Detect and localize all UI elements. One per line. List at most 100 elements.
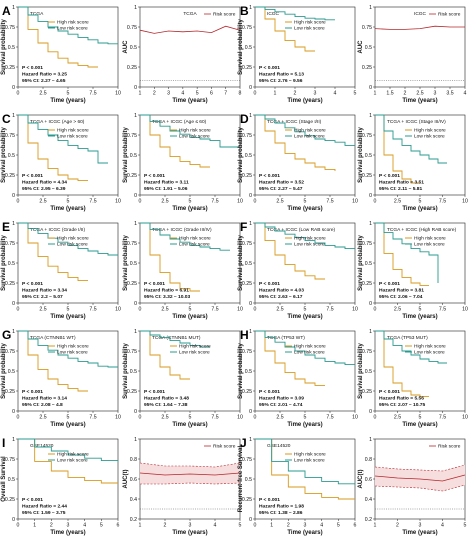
x-axis-label: Time (years)	[402, 206, 437, 212]
stat-line-3: 95% CI: 2.01 – 4.74	[259, 402, 303, 408]
km-curve-high-risk	[375, 330, 429, 398]
chart-g-left: TCGA (CTNNB1 WT) 0 2.5 5 7.5 10 0 0.25 0.5 0.75 1 T…	[1, 329, 121, 428]
x-axis-label: Time (years)	[402, 98, 437, 104]
y-tick-label: 0.5	[8, 153, 15, 159]
x-tick-label: 1	[270, 523, 273, 529]
stat-line-2: Hazard Ratio = 3.34	[22, 288, 67, 294]
y-tick-label: 0.25	[242, 281, 252, 287]
y-axis-label: Survival probability	[123, 342, 129, 398]
y-tick-label: 0	[12, 409, 15, 415]
x-tick-label: 1	[374, 91, 377, 97]
y-axis-label: Survival probability	[238, 18, 244, 74]
x-tick-label: 0	[254, 415, 257, 421]
stat-line-1: P < 0.001	[22, 497, 43, 503]
x-tick-label: 10	[115, 307, 121, 313]
y-tick-label: 1	[134, 113, 137, 119]
x-tick-label: 0	[139, 415, 142, 421]
x-tick-label: 3	[419, 523, 422, 529]
km-curve-high-risk	[255, 114, 336, 171]
stat-line-1: P < 0.001	[379, 173, 400, 179]
y-axis-label: Survival probability	[358, 234, 364, 290]
km-curve-high-risk	[375, 114, 420, 184]
chart-f-right: TCGA + ICGC (High RAB score) 0 2.5 5 7.5 10 0 0…	[358, 221, 468, 320]
x-tick-label: 10	[352, 307, 358, 313]
y-tick-label: 0.5	[245, 369, 252, 375]
stat-line-2: Hazard Ratio = 3.09	[259, 396, 304, 402]
y-tick-label: 0.6	[365, 477, 372, 483]
x-tick-label: 2.5	[161, 307, 168, 313]
y-tick-label: 0	[249, 517, 252, 523]
series-line-risk-score	[374, 474, 466, 482]
legend-label-low-risk: Low risk score	[179, 134, 210, 140]
legend-label-high-risk: High risk score	[57, 236, 89, 242]
km-curve-high-risk	[140, 330, 190, 380]
y-axis-label: AUC(t)	[358, 470, 364, 489]
x-tick-label: 5	[67, 307, 70, 313]
legend-label-risk-score: Risk score	[213, 12, 236, 18]
x-tick-label: 2	[294, 91, 297, 97]
legend-label-low-risk: Low risk score	[294, 350, 325, 356]
y-tick-label: 0.25	[5, 497, 15, 503]
y-tick-label: 1	[134, 221, 137, 227]
panel-letter-h: H	[240, 328, 249, 342]
y-tick-label: 0.5	[365, 153, 372, 159]
y-tick-label: 1	[249, 329, 252, 335]
chart-title: TCGA + ICGC (Low RAB score)	[267, 227, 336, 233]
km-curve-high-risk	[255, 438, 355, 500]
km-curve-low-risk	[18, 222, 118, 256]
chart-title: TCGA + ICGC (High RAB score)	[387, 227, 457, 233]
stat-line-3: 95% CI: 3.32 – 10.03	[144, 294, 190, 300]
chart-title: TCGA	[30, 11, 44, 17]
x-tick-label: 7.5	[439, 415, 446, 421]
x-tick-label: 0	[374, 415, 377, 421]
x-tick-label: 6	[210, 91, 213, 97]
km-curve-high-risk	[375, 222, 429, 286]
legend-label-low-risk: Low risk score	[57, 26, 88, 32]
x-tick-label: 5	[419, 307, 422, 313]
ci-lower-line	[374, 484, 466, 492]
chart-d-right: TCGA + ICGC (Stage III/IV) 0 2.5 5 7.5 10 0 0.2…	[358, 113, 468, 212]
y-tick-label: 1	[12, 437, 15, 443]
x-tick-label: 2.5	[39, 415, 46, 421]
x-tick-label: 10	[237, 199, 243, 205]
x-tick-label: 0	[17, 523, 20, 529]
y-tick-label: 0.75	[5, 457, 15, 463]
legend-label-high-risk: High risk score	[294, 236, 326, 242]
km-curve-high-risk	[255, 330, 325, 386]
x-tick-label: 3	[189, 523, 192, 529]
x-tick-label: 10	[237, 415, 243, 421]
legend-label-low-risk: Low risk score	[294, 242, 325, 248]
x-tick-label: 5	[239, 523, 242, 529]
y-tick-label: 0.75	[242, 25, 252, 31]
x-axis-label: Time (years)	[50, 422, 85, 428]
y-tick-label: 0.5	[130, 261, 137, 267]
x-tick-label: 5	[189, 199, 192, 205]
y-axis-label: Survival probability	[238, 126, 244, 182]
ci-band	[140, 463, 240, 484]
km-curve-high-risk	[140, 222, 200, 292]
stat-line-3: 95% CI: 2.2 – 5.07	[22, 294, 63, 300]
chart-j-left: GSE14520 0 1 2 3 4 5 6 0 0.25 0.5 0.75 1 Time (years)…	[238, 437, 357, 536]
ci-lower-line	[140, 482, 241, 485]
chart-a-right: TCGA 1 2 3 4 5 6 7 8 0 0.25 0.5 0.75 1 Time (years) AUC…	[123, 5, 242, 104]
x-axis-label: Time (years)	[287, 530, 322, 536]
x-tick-label: 10	[352, 199, 358, 205]
y-tick-label: 0.5	[245, 261, 252, 267]
y-tick-label: 1	[134, 329, 137, 335]
chart-title: TCGA	[183, 11, 197, 17]
legend-label-high-risk: High risk score	[57, 452, 89, 458]
x-tick-label: 0	[374, 199, 377, 205]
km-curve-high-risk	[18, 114, 88, 182]
legend-label-low-risk: Low risk score	[179, 242, 210, 248]
stat-line-1: P < 0.001	[259, 65, 280, 71]
x-tick-label: 10	[462, 199, 468, 205]
stat-line-1: P < 0.001	[22, 281, 43, 287]
chart-c-right: TCGA + ICGC (Age ≤ 60) 0 2.5 5 7.5 10 0 0.25 0.5…	[123, 113, 243, 212]
y-tick-label: 0	[249, 301, 252, 307]
y-tick-label: 0.5	[365, 261, 372, 267]
stat-line-3: 95% CI: 2.06 – 7.04	[379, 294, 423, 300]
km-curve-low-risk	[18, 6, 118, 45]
stat-line-3: 95% CI: 2.08 – 4.8	[22, 402, 63, 408]
y-tick-label: 0.5	[130, 369, 137, 375]
